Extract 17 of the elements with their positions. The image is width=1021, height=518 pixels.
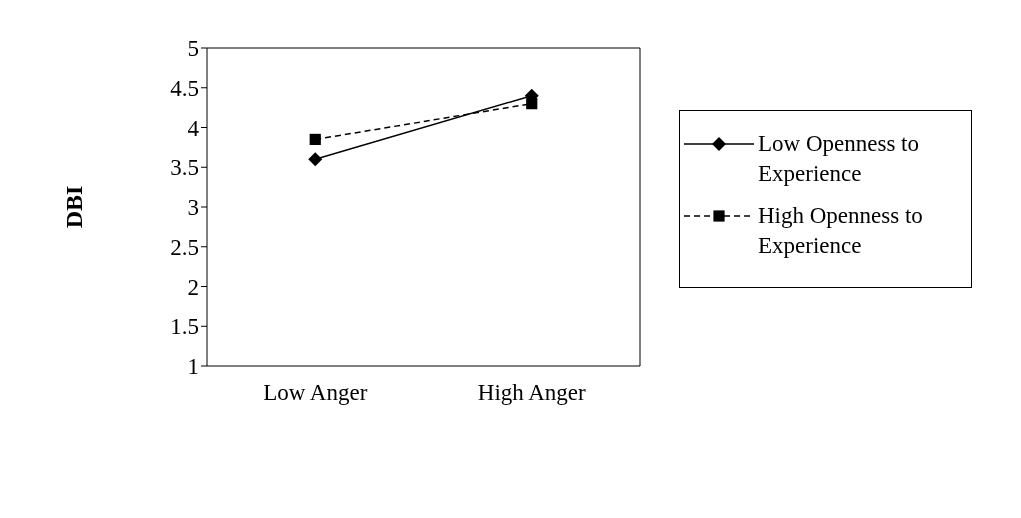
point [526, 98, 538, 110]
y-tick-label: 3 [187, 195, 199, 221]
y-tick-label: 5 [187, 36, 199, 62]
y-tick-label: 2.5 [170, 234, 199, 260]
point [308, 152, 323, 167]
y-axis-title: DBI [60, 185, 87, 229]
y-tick-label: 2 [187, 274, 199, 300]
y-tick-label: 4.5 [170, 75, 199, 101]
legend-label: High Openness to Experience [758, 202, 924, 260]
x-tick-label: High Anger [477, 380, 587, 406]
y-tick-label: 1 [187, 354, 199, 380]
y-tick-label: 3.5 [170, 155, 199, 181]
y-tick-label: 4 [187, 115, 200, 141]
y-tick-label: 1.5 [170, 314, 199, 340]
legend-label: Low Openness to Experience [758, 130, 920, 188]
x-tick-label: Low Anger [263, 380, 368, 406]
point [309, 133, 321, 146]
